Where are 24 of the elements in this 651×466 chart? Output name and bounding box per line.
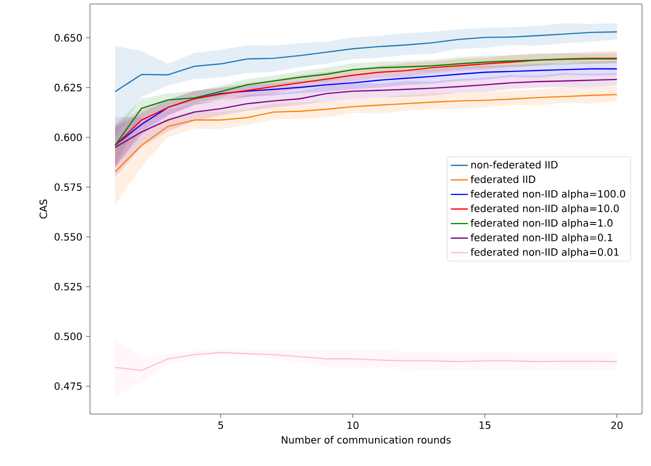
legend-label: federated non-IID alpha=0.01	[470, 248, 619, 258]
x-tick-label: 15	[480, 422, 490, 429]
x-tick-label: 5	[218, 422, 224, 429]
legend-label: federated non-IID alpha=1.0	[470, 219, 612, 229]
y-tick-label: 0.625	[54, 84, 82, 92]
legend-label: non-federated IID	[471, 160, 558, 169]
y-tick-label: 0.600	[54, 134, 82, 142]
y-tick-label: 0.550	[54, 233, 82, 241]
x-axis-title: Number of communication rounds	[282, 436, 451, 444]
y-tick-label: 0.650	[54, 34, 82, 42]
x-tick-label: 20	[611, 422, 623, 430]
y-tick-label: 0.500	[54, 332, 82, 340]
line-series	[114, 31, 618, 92]
y-tick-label: 0.475	[54, 382, 82, 390]
legend-label: federated IID	[470, 175, 536, 184]
line-series	[114, 352, 618, 372]
line-series	[114, 94, 618, 172]
y-tick-label: 0.575	[54, 183, 82, 191]
y-axis-title: CAS	[40, 200, 48, 218]
x-tick-label: 10	[348, 422, 358, 430]
legend-label: federated non-IID alpha=10.0	[470, 204, 619, 214]
legend-label: federated non-IID alpha=0.1	[470, 234, 612, 244]
y-tick-label: 0.525	[54, 282, 82, 290]
legend-label: federated non-IID alpha=100.0	[470, 190, 626, 200]
